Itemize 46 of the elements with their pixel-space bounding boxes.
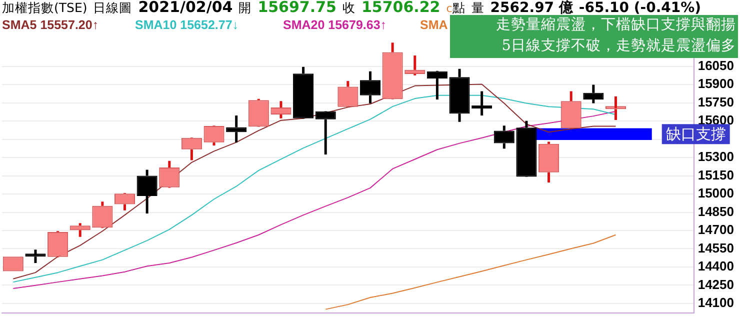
y-tick-label: 15300	[698, 149, 734, 164]
text: 收	[342, 0, 356, 15]
y-tick-label: 15600	[698, 112, 734, 128]
text: 15706.22	[361, 0, 440, 16]
candlestick	[270, 100, 292, 120]
y-tick-label: 15000	[698, 186, 734, 201]
candlestick	[494, 124, 514, 150]
candlestick	[360, 70, 381, 105]
candlestick	[248, 98, 269, 127]
y-tick-label: 14400	[698, 258, 734, 274]
band-label: 缺口支撐	[666, 125, 726, 144]
text: 開	[238, 0, 252, 15]
text: 2562.97 億	[490, 0, 573, 16]
text: 點	[452, 0, 466, 15]
candlestick	[136, 168, 158, 215]
y-tick-label: 15150	[698, 167, 734, 182]
candlestick	[538, 140, 560, 184]
y-tick-label: 16050	[698, 58, 734, 73]
text: 日線圖	[93, 0, 132, 15]
text: SMA	[420, 18, 448, 32]
candlestick	[449, 68, 470, 124]
annotation: 5日線支撐不破，走勢就是震盪偏多	[500, 36, 736, 56]
text: 2021/02/04	[138, 0, 233, 16]
y-tick-label: 14550	[698, 240, 734, 256]
candlestick	[472, 90, 492, 117]
y-tick-label: 15750	[698, 94, 734, 110]
callout-box: 走勢量縮震盪，下檔缺口支撐與翻揚 5日線支撐不破，走勢就是震盪偏多	[450, 15, 738, 58]
text: SMA20 15679.63↑	[283, 18, 387, 32]
y-tick-label: 14100	[698, 295, 734, 310]
candlestick	[25, 248, 46, 264]
text: 量	[471, 0, 484, 15]
candlestick	[583, 84, 604, 105]
text: -65.10 (-0.41%)	[578, 0, 702, 16]
candlestick	[48, 230, 68, 257]
y-tick-label: 14850	[698, 204, 734, 219]
y-tick-label: 14250	[698, 276, 734, 292]
candlestick	[2, 256, 24, 272]
candlestick	[70, 222, 90, 238]
y-tick-label: 14700	[698, 222, 734, 238]
chart-title: 加權指數(TSE)	[2, 0, 88, 15]
text: 15697.75	[258, 0, 336, 16]
candlestick	[404, 54, 426, 77]
text: c	[446, 2, 452, 15]
text: SMA5 15557.20↑	[2, 18, 99, 32]
y-tick-label: 15900	[698, 76, 734, 92]
text: SMA10 15652.77↓	[135, 18, 239, 32]
